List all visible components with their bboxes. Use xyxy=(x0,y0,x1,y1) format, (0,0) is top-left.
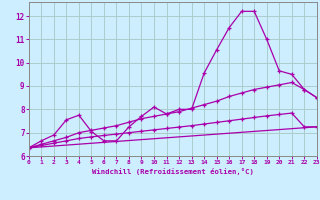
X-axis label: Windchill (Refroidissement éolien,°C): Windchill (Refroidissement éolien,°C) xyxy=(92,168,254,175)
